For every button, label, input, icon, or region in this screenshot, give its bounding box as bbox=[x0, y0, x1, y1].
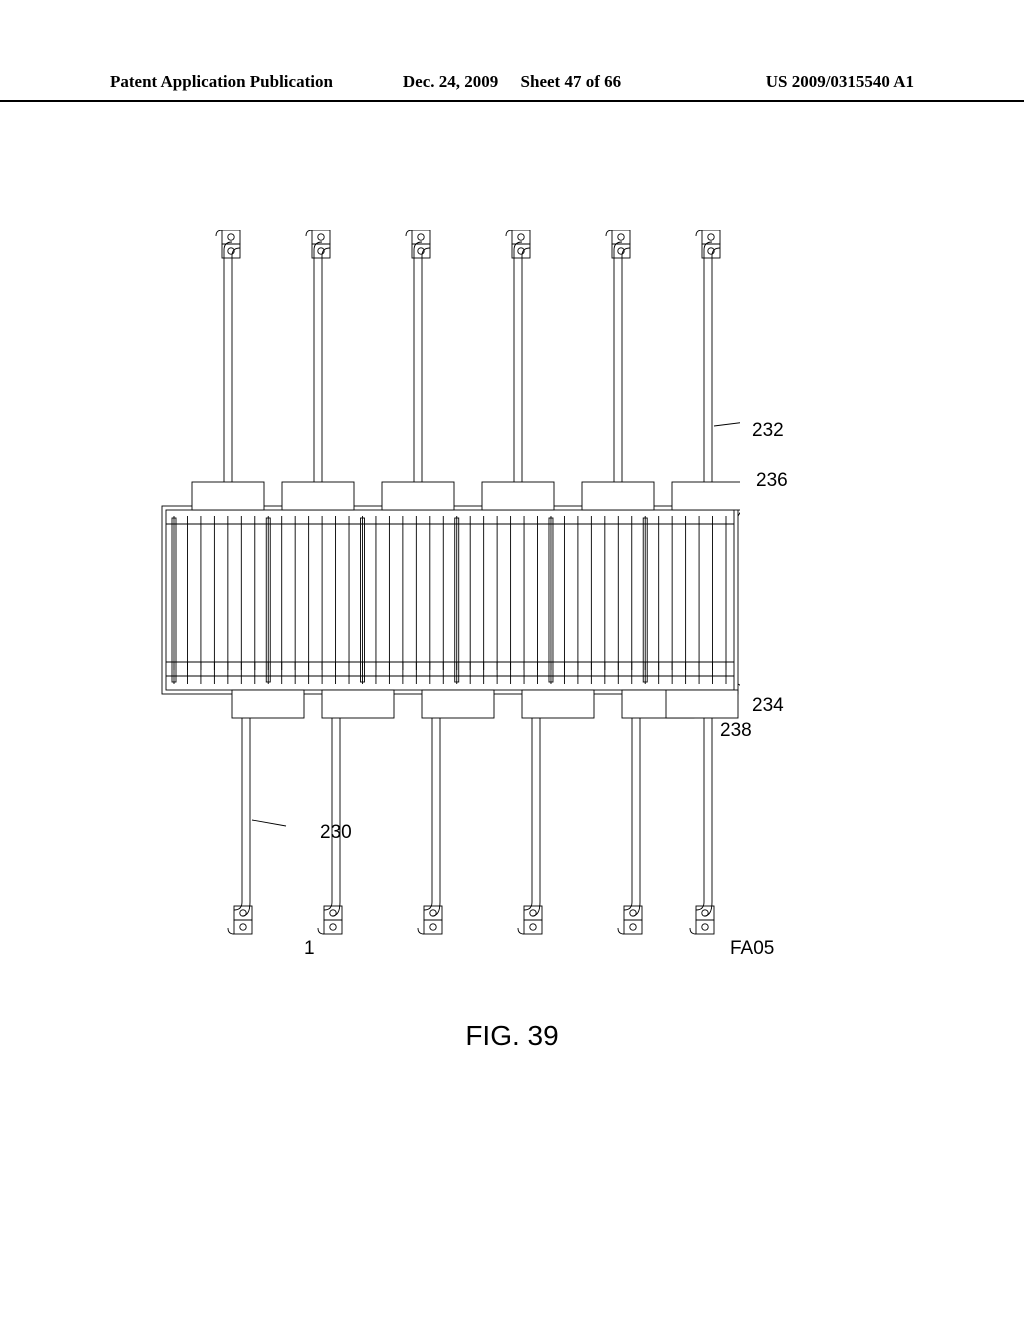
ref-FA05: FA05 bbox=[730, 938, 774, 960]
page-header: Patent Application Publication Dec. 24, … bbox=[0, 72, 1024, 102]
figure-svg bbox=[160, 230, 740, 950]
ref-234: 234 bbox=[752, 695, 784, 717]
pub-type: Patent Application Publication bbox=[110, 72, 403, 92]
ref-238: 238 bbox=[720, 720, 752, 742]
ref-236: 236 bbox=[756, 470, 788, 492]
ref-230: 230 bbox=[320, 822, 352, 844]
pub-date: Dec. 24, 2009 bbox=[403, 72, 498, 91]
sheet-number: Sheet 47 of 66 bbox=[521, 72, 622, 91]
figure-39 bbox=[160, 230, 740, 950]
ref-1: 1 bbox=[304, 938, 315, 960]
figure-caption: FIG. 39 bbox=[0, 1020, 1024, 1052]
ref-232: 232 bbox=[752, 420, 784, 442]
pub-number: US 2009/0315540 A1 bbox=[621, 72, 914, 92]
